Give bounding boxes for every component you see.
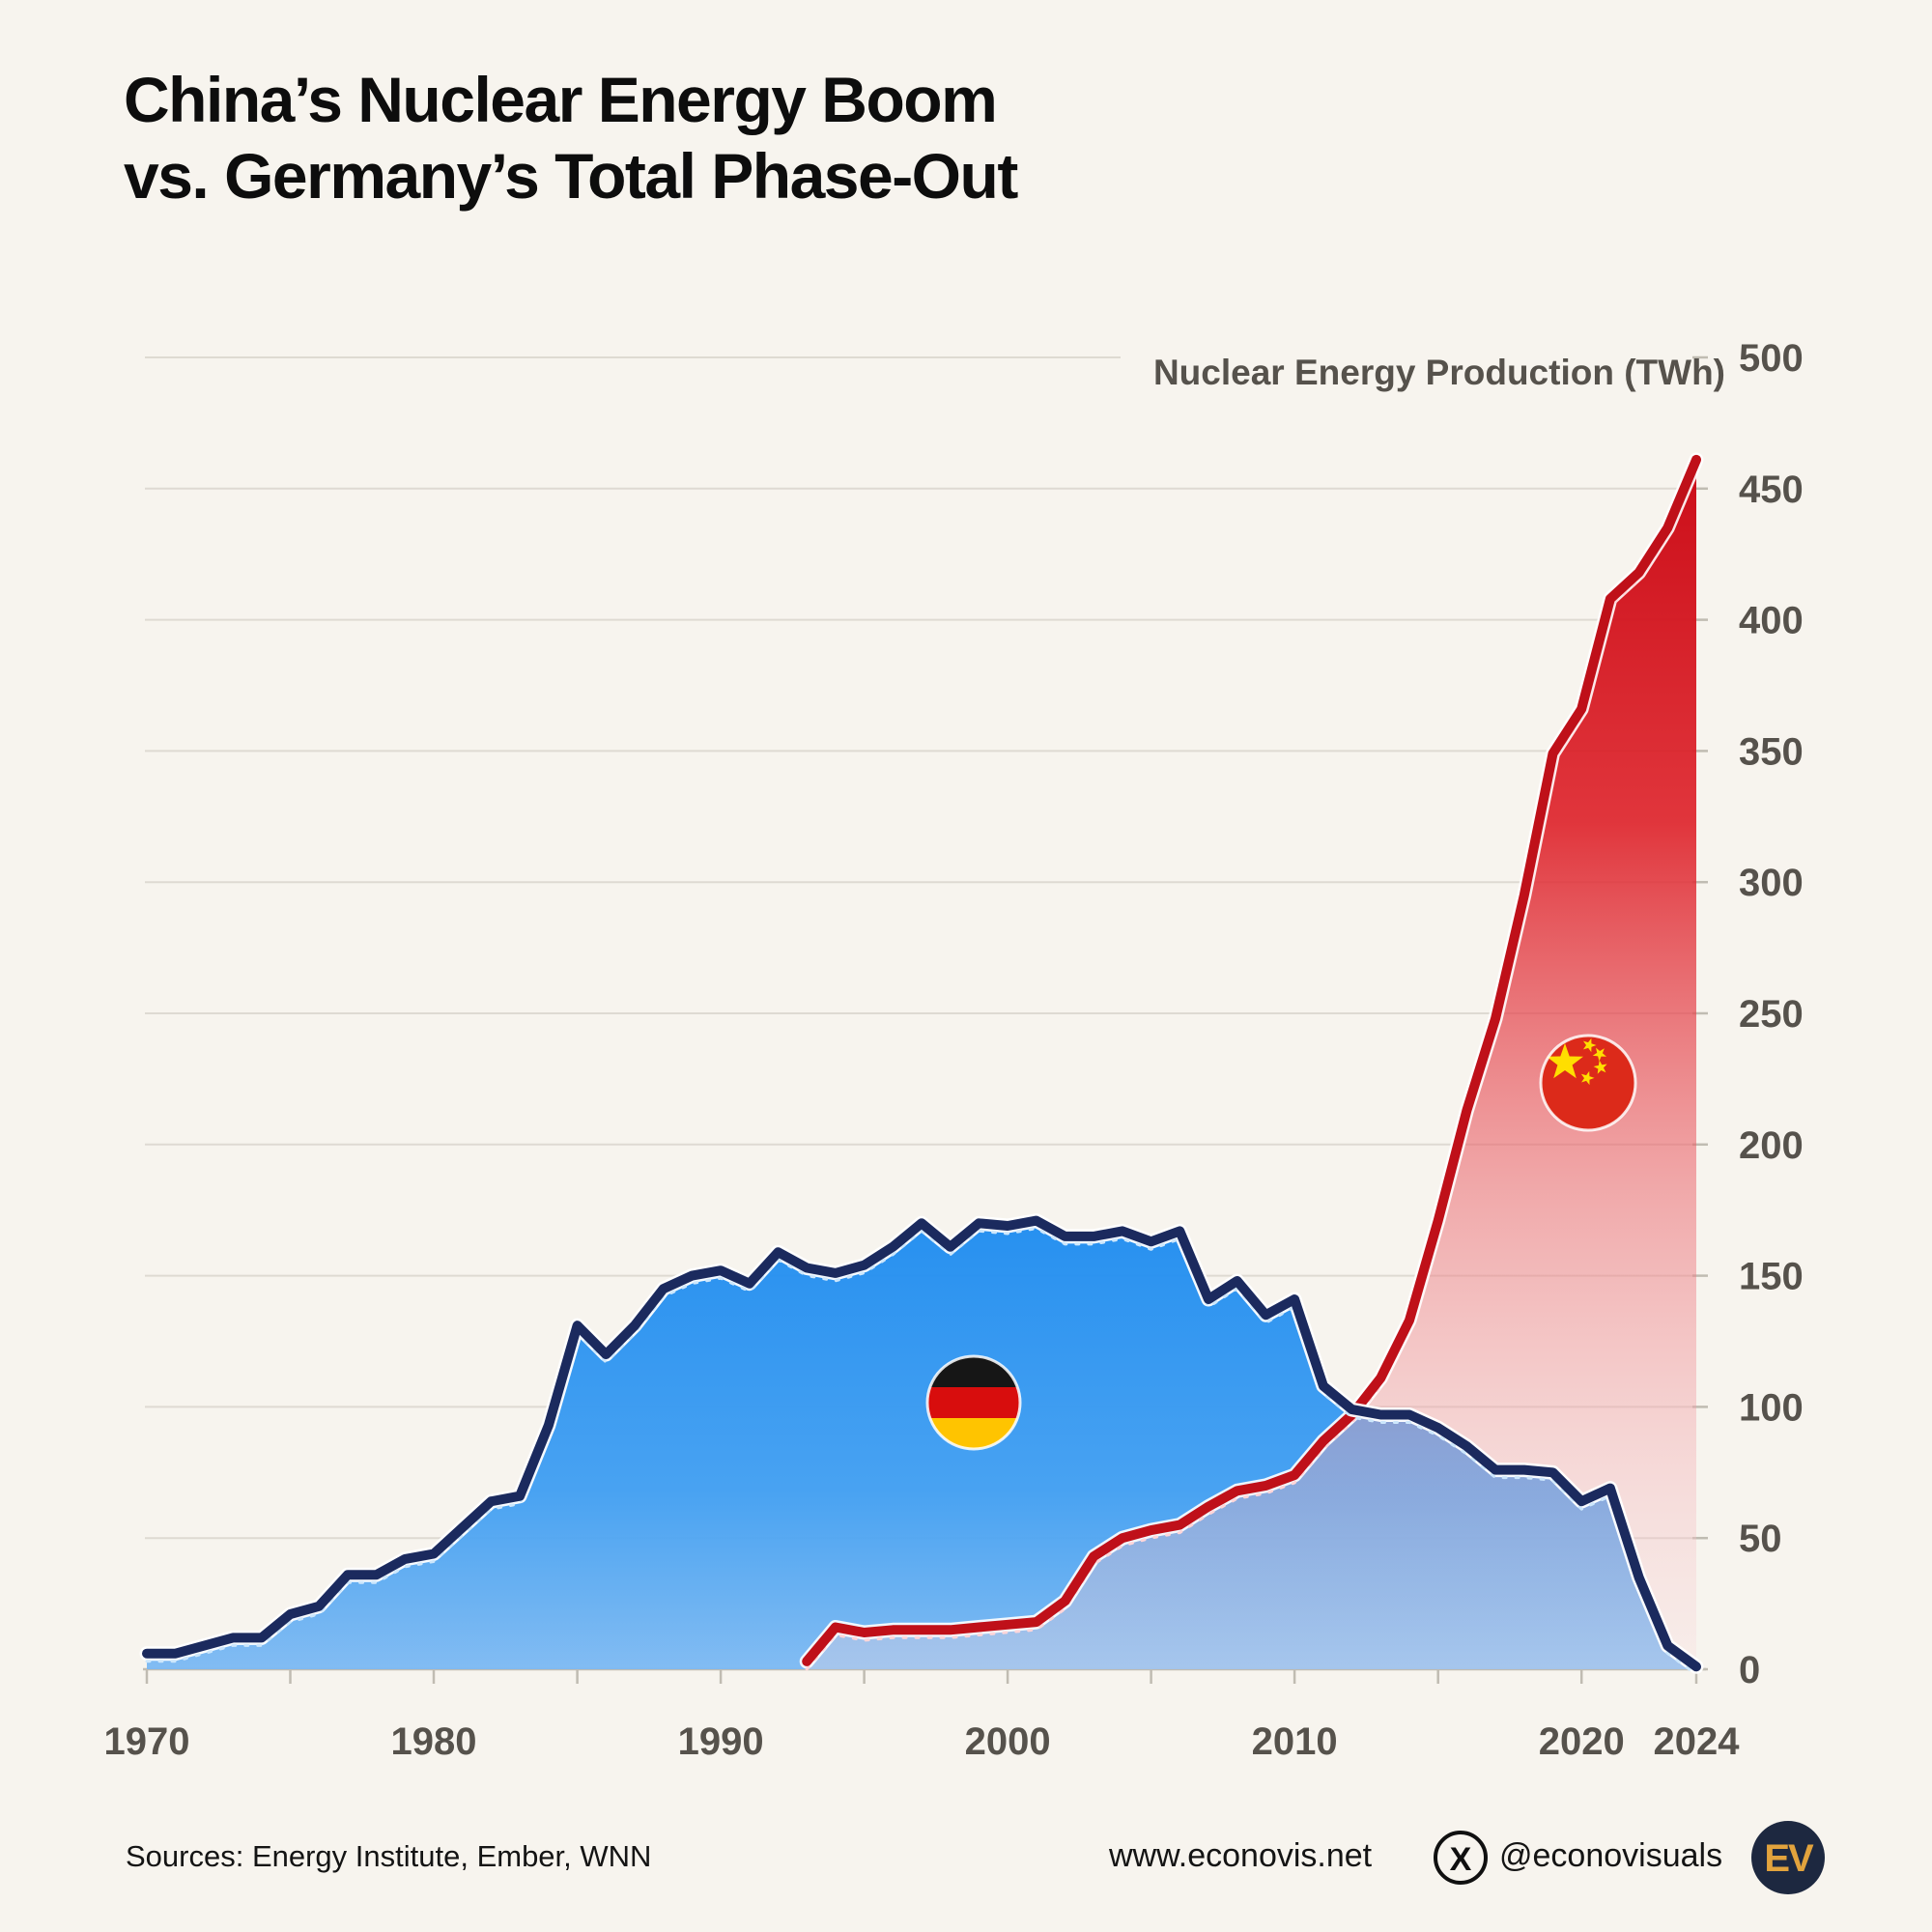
y-axis-title: Nuclear Energy Production (TWh) [1153, 353, 1725, 392]
y-tick-label: 50 [1739, 1518, 1782, 1560]
social-handle: @econovisuals [1499, 1837, 1723, 1874]
x-logo-icon [1434, 1831, 1488, 1885]
chart-title: China’s Nuclear Energy Boom vs. Germany’… [124, 62, 1018, 214]
y-tick-label: 350 [1739, 730, 1804, 773]
germany-line [142, 1215, 1701, 1672]
x-tick-label: 1970 [104, 1720, 190, 1763]
axis-labels: Nuclear Energy Production (TWh) 0 50 100 15… [104, 337, 1804, 1763]
series-areas [147, 459, 1696, 1669]
star-icon [1580, 1070, 1595, 1086]
series-lines [139, 452, 1704, 1676]
website-link: www.econovis.net [1109, 1837, 1373, 1874]
x-tick-label: 2024 [1654, 1720, 1741, 1763]
footer-icons: X EV [1434, 1821, 1825, 1894]
x-tick-label: 1980 [391, 1720, 477, 1763]
star-icon [1592, 1047, 1606, 1062]
y-tick-label: 400 [1739, 600, 1804, 642]
chart-title-line1: China’s Nuclear Energy Boom [124, 64, 998, 135]
x-tick-label: 1990 [678, 1720, 764, 1763]
x-tick-label: 2020 [1539, 1720, 1625, 1763]
germany-flag-icon [925, 1354, 1022, 1451]
germany-line-dotted-edge [145, 1227, 1698, 1676]
ev-logo-text: EV [1764, 1837, 1814, 1880]
y-tick-label: 250 [1739, 993, 1804, 1036]
y-tick-label: 150 [1739, 1256, 1804, 1298]
sources-note: Sources: Energy Institute, Ember, WNN [126, 1839, 652, 1873]
ev-logo-badge [1751, 1821, 1825, 1894]
y-tick-label: 0 [1739, 1649, 1760, 1691]
china-flag-icon [1539, 1034, 1637, 1132]
star-icon [1593, 1060, 1607, 1074]
chart-title-line2: vs. Germany’s Total Phase-Out [124, 140, 1018, 213]
y-tick-label: 200 [1739, 1124, 1804, 1167]
star-icon [1582, 1037, 1597, 1053]
china-line [802, 454, 1701, 1666]
y-tick-label: 300 [1739, 862, 1804, 904]
y-tick-label: 500 [1739, 337, 1804, 380]
y-tick-label: 450 [1739, 469, 1804, 511]
x-logo-glyph: X [1450, 1841, 1472, 1878]
x-tick-label: 2000 [965, 1720, 1051, 1763]
y-tick-label: 100 [1739, 1386, 1804, 1429]
star-icon [1547, 1043, 1583, 1079]
china-area [807, 459, 1696, 1669]
x-tick-label: 2010 [1252, 1720, 1338, 1763]
